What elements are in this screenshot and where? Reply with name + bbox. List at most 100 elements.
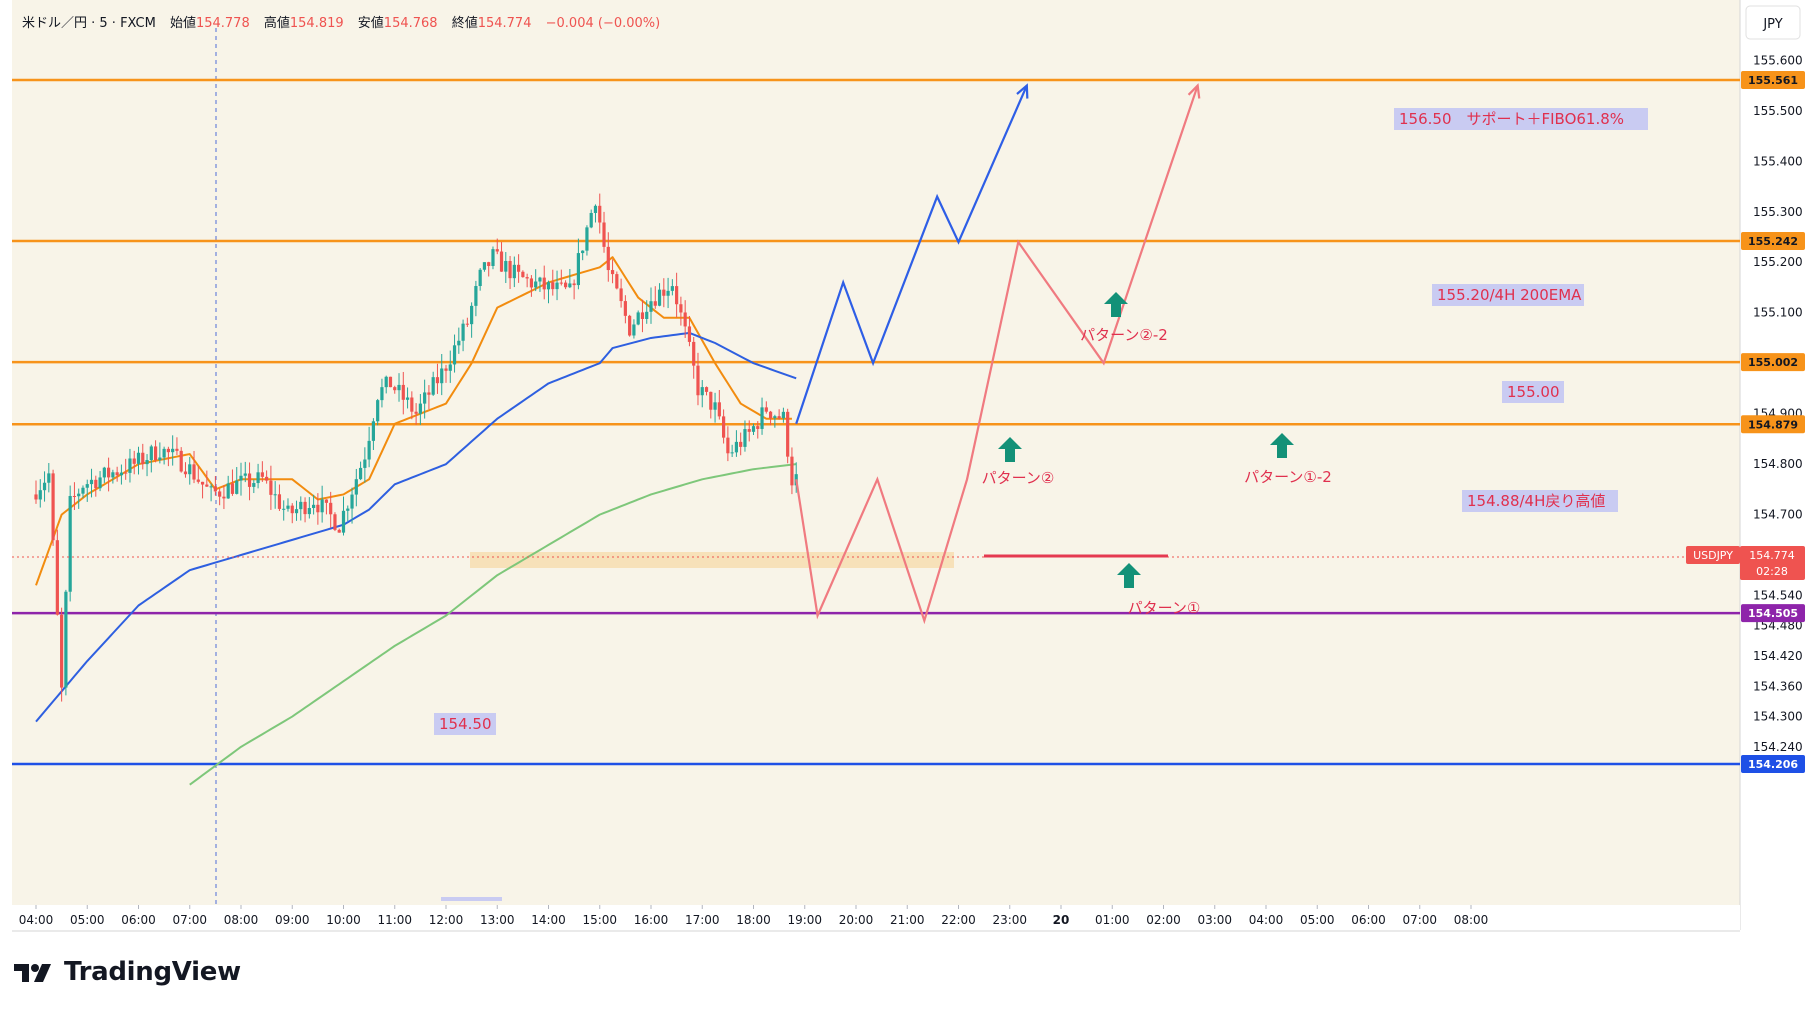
candle-body-50 <box>247 473 252 487</box>
candle-body-26 <box>145 459 149 465</box>
candle-body-12 <box>85 484 89 488</box>
currency-button[interactable]: JPY <box>1745 5 1801 40</box>
candle-body-120 <box>546 282 551 290</box>
pattern-arrows: パターン②-2 パターン② パターン①-2 パターン① <box>982 292 1332 617</box>
x-tick-17: 21:00 <box>890 913 925 927</box>
y-tick-13: 154.360 <box>1753 679 1803 693</box>
y-tick-12: 154.420 <box>1753 649 1803 663</box>
x-tick-18: 22:00 <box>941 913 976 927</box>
candle-body-109 <box>499 251 504 272</box>
candle-body-93 <box>431 377 435 395</box>
level-badge-text-0: 155.561 <box>1748 74 1798 87</box>
high-label: 高値 <box>264 15 290 31</box>
y-tick-1: 155.500 <box>1753 104 1803 118</box>
currency-button-label[interactable]: JPY <box>1762 17 1782 32</box>
x-tick-24: 04:00 <box>1249 913 1284 927</box>
annotation-box-0 <box>1394 108 1648 130</box>
candle-body-121 <box>551 282 555 290</box>
candle-body-23 <box>132 458 136 464</box>
candle-body-56 <box>273 494 277 496</box>
pattern-label-2: パターン①-2 <box>1244 468 1332 486</box>
y-tick-15: 154.240 <box>1753 740 1803 754</box>
x-tick-2: 06:00 <box>121 913 156 927</box>
candle-body-137 <box>619 288 623 302</box>
candle-body-44 <box>222 496 226 499</box>
annotation-text-2: 155.00 <box>1507 383 1560 401</box>
y-tick-0: 155.600 <box>1753 53 1803 67</box>
tradingview-logo[interactable]: TradingView <box>14 952 241 992</box>
candle-body-117 <box>534 281 538 288</box>
currency-button-box[interactable] <box>1745 5 1801 40</box>
candlesticks <box>34 193 798 702</box>
candle-body-48 <box>239 475 243 481</box>
plot-area <box>12 0 1740 905</box>
up-arrow-pattern1-2 <box>1270 433 1294 458</box>
candle-body-166 <box>743 429 747 447</box>
price-axis <box>1740 0 1815 905</box>
y-tick-2: 155.400 <box>1753 154 1803 168</box>
level-badge-0 <box>1741 71 1805 89</box>
candle-body-2 <box>42 482 47 491</box>
ma-line-ema_mid <box>35 331 797 723</box>
level-annotations: 156.50 サポート＋FIBO61.8% 155.20/4H 200EMA 155… <box>434 108 1648 735</box>
candle-body-20 <box>119 472 124 476</box>
level-badge-4 <box>1741 604 1805 623</box>
candle-body-75 <box>354 479 358 495</box>
annotation-box-3 <box>1462 490 1618 512</box>
candle-body-52 <box>256 472 260 484</box>
candle-body-43 <box>218 491 222 497</box>
candle-body-37 <box>192 464 196 480</box>
annotation-box-4 <box>434 713 496 735</box>
candle-body-8 <box>68 495 72 592</box>
candle-body-13 <box>89 479 94 485</box>
candle-body-98 <box>452 345 457 365</box>
candle-body-87 <box>405 397 410 400</box>
candle-body-148 <box>666 290 670 296</box>
candle-body-38 <box>196 479 200 482</box>
candle-body-34 <box>179 450 183 472</box>
candle-body-73 <box>346 508 350 511</box>
candle-body-158 <box>709 391 713 410</box>
ticker-symbol: USDJPY <box>1693 549 1733 562</box>
projection-line-red <box>795 85 1199 625</box>
candle-body-18 <box>111 472 115 478</box>
candle-body-28 <box>153 446 158 461</box>
annotation-box-1 <box>1432 284 1584 306</box>
candle-body-177 <box>790 456 794 486</box>
candle-body-169 <box>756 426 760 429</box>
candle-body-59 <box>286 505 290 509</box>
candle-body-60 <box>290 505 294 514</box>
candle-body-64 <box>307 508 311 515</box>
candle-body-35 <box>183 471 188 475</box>
x-tick-26: 06:00 <box>1351 913 1386 927</box>
candle-body-57 <box>277 494 282 509</box>
level-badge-text-2: 155.002 <box>1748 356 1798 369</box>
candle-body-176 <box>786 411 790 457</box>
x-tick-1: 05:00 <box>70 913 105 927</box>
candle-body-118 <box>538 277 542 282</box>
candle-body-16 <box>102 467 106 478</box>
candle-body-141 <box>636 312 640 325</box>
projection-line-blue <box>795 85 1028 425</box>
annotation-text-1: 155.20/4H 200EMA <box>1437 286 1582 304</box>
candle-body-140 <box>632 324 636 336</box>
level-badge-text-4: 154.505 <box>1748 607 1798 620</box>
candle-body-88 <box>410 397 414 412</box>
pattern-label-1: パターン② <box>982 469 1055 487</box>
y-tick-7: 154.800 <box>1753 457 1803 471</box>
tradingview-logo-icon <box>14 964 51 982</box>
candle-body-54 <box>265 476 269 481</box>
candle-body-14 <box>94 479 98 489</box>
high-value: 154.819 <box>290 16 344 31</box>
candle-body-85 <box>397 384 401 391</box>
candle-body-22 <box>128 458 132 473</box>
candle-body-94 <box>435 377 440 384</box>
up-arrow-pattern2 <box>998 437 1022 462</box>
candle-body-70 <box>333 514 337 530</box>
candle-body-170 <box>760 407 764 429</box>
candle-body-136 <box>615 274 619 289</box>
candle-body-58 <box>282 508 286 510</box>
candle-body-78 <box>367 440 371 460</box>
